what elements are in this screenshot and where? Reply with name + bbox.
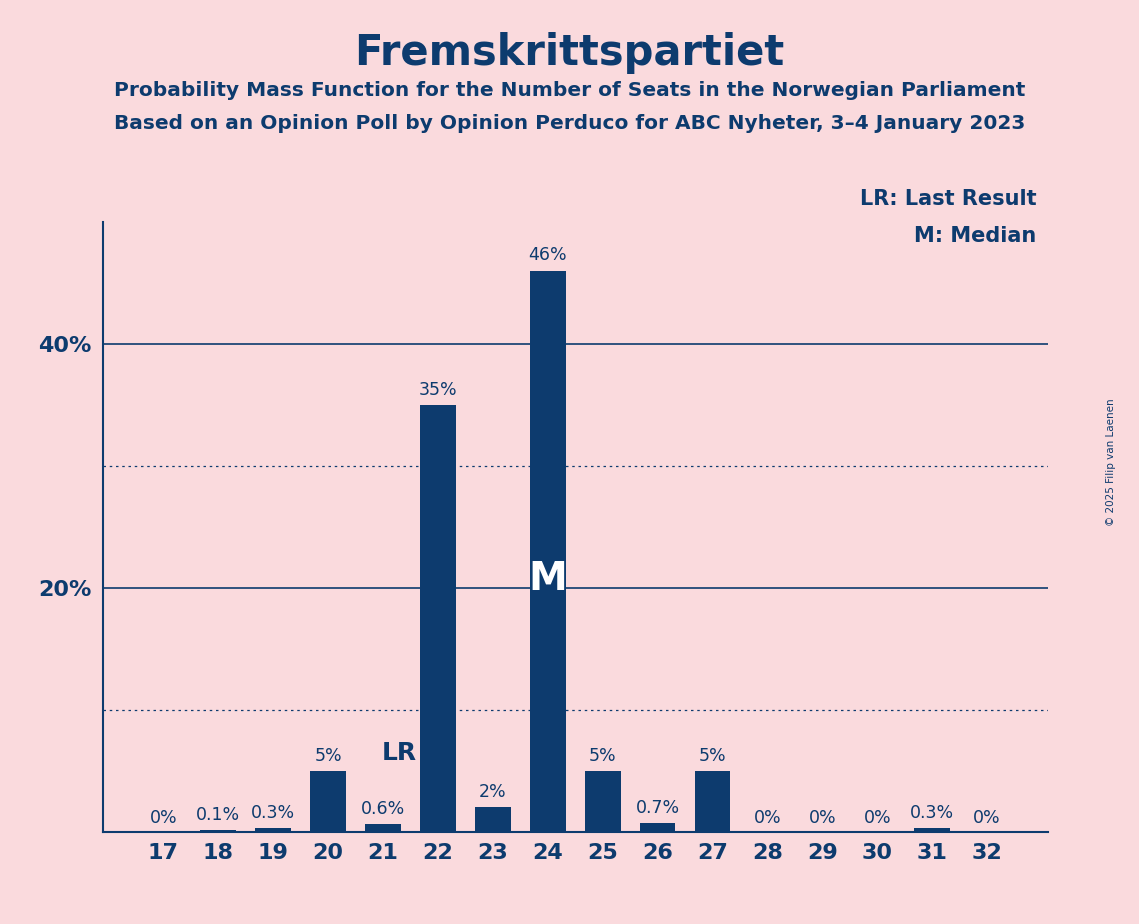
Text: LR: Last Result: LR: Last Result xyxy=(860,189,1036,210)
Text: M: Median: M: Median xyxy=(915,226,1036,247)
Bar xyxy=(366,824,401,832)
Text: 0.6%: 0.6% xyxy=(361,800,405,818)
Bar xyxy=(530,271,566,832)
Text: 0.1%: 0.1% xyxy=(196,807,240,824)
Text: 35%: 35% xyxy=(419,381,457,398)
Text: 0.3%: 0.3% xyxy=(251,804,295,821)
Bar xyxy=(475,808,510,832)
Bar xyxy=(200,831,236,832)
Text: 46%: 46% xyxy=(528,247,567,264)
Text: LR: LR xyxy=(382,740,417,764)
Text: 0%: 0% xyxy=(754,808,781,827)
Text: 0%: 0% xyxy=(973,808,1001,827)
Bar xyxy=(420,405,456,832)
Text: Based on an Opinion Poll by Opinion Perduco for ABC Nyheter, 3–4 January 2023: Based on an Opinion Poll by Opinion Perd… xyxy=(114,114,1025,133)
Text: © 2025 Filip van Laenen: © 2025 Filip van Laenen xyxy=(1106,398,1115,526)
Bar xyxy=(695,771,730,832)
Text: Probability Mass Function for the Number of Seats in the Norwegian Parliament: Probability Mass Function for the Number… xyxy=(114,81,1025,101)
Text: 2%: 2% xyxy=(480,784,507,801)
Bar xyxy=(915,828,950,832)
Text: M: M xyxy=(528,560,567,598)
Text: Fremskrittspartiet: Fremskrittspartiet xyxy=(354,32,785,74)
Bar xyxy=(255,828,290,832)
Text: 0.7%: 0.7% xyxy=(636,799,680,817)
Text: 5%: 5% xyxy=(589,747,616,764)
Bar xyxy=(640,823,675,832)
Text: 0%: 0% xyxy=(809,808,836,827)
Text: 5%: 5% xyxy=(698,747,727,764)
Text: 0%: 0% xyxy=(149,808,178,827)
Text: 0%: 0% xyxy=(863,808,891,827)
Bar xyxy=(584,771,621,832)
Text: 5%: 5% xyxy=(314,747,342,764)
Text: 0.3%: 0.3% xyxy=(910,804,954,821)
Bar xyxy=(310,771,346,832)
